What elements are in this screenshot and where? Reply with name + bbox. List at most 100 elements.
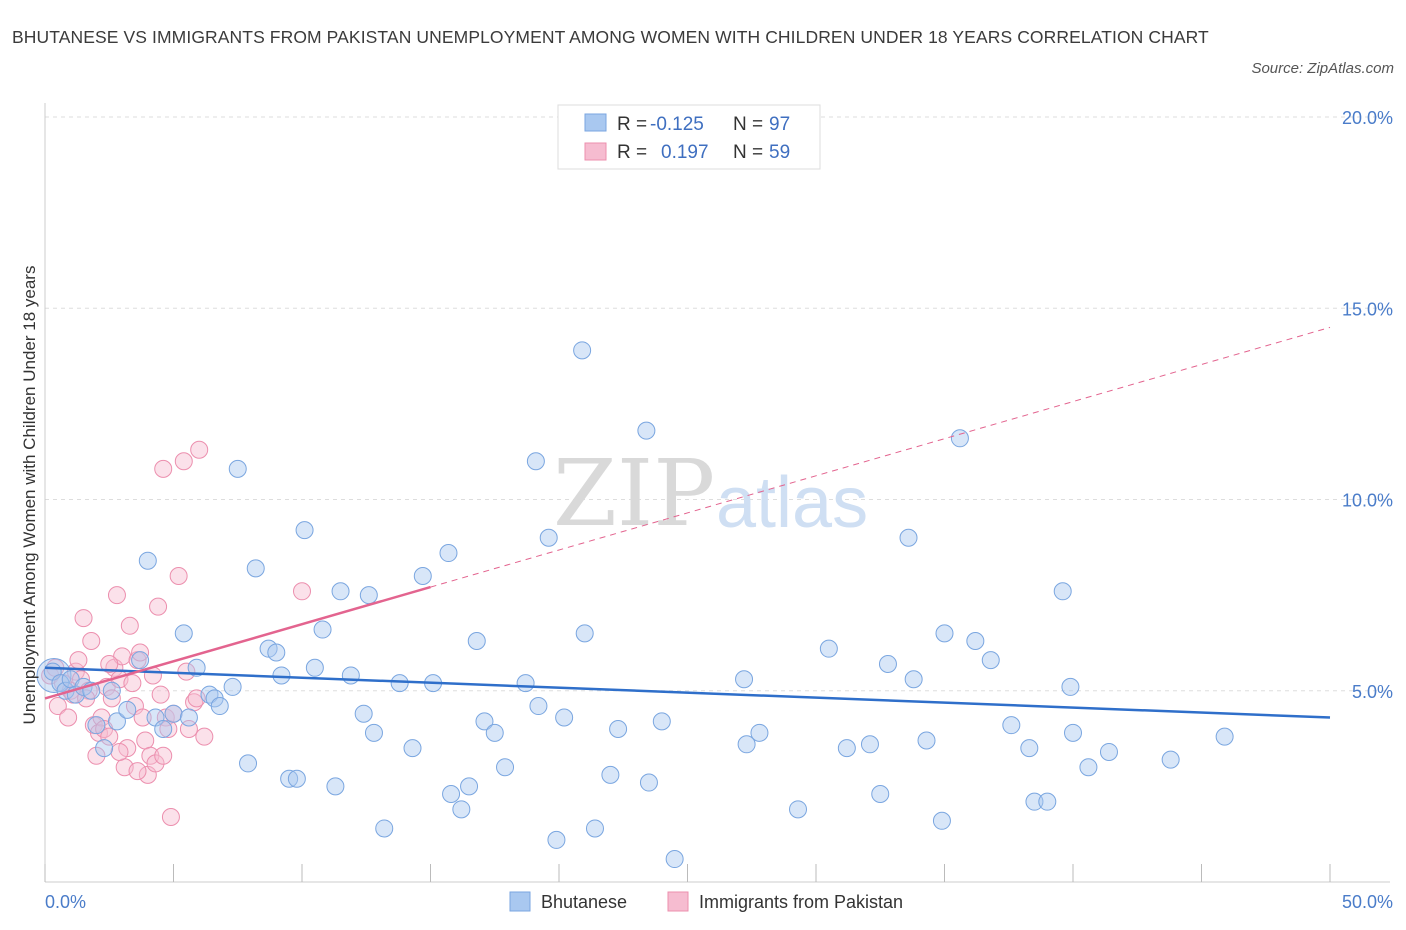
data-point-bhutanese (555, 708, 574, 727)
data-point-bhutanese (467, 632, 486, 651)
data-point-bhutanese (529, 697, 548, 716)
bottom-legend-swatch-pink (667, 891, 689, 912)
data-point-bhutanese (1020, 739, 1039, 758)
data-point-pakistan (177, 662, 196, 681)
bottom-legend-label-pink: Immigrants from Pakistan (699, 892, 903, 912)
y-tick-label: 10.0% (1342, 491, 1393, 511)
data-point-bhutanese (981, 651, 1000, 670)
data-point-pakistan (100, 727, 119, 746)
legend-r-value-blue: -0.125 (650, 114, 704, 135)
data-point-bhutanese (131, 651, 150, 670)
data-point-bhutanese (102, 681, 121, 700)
data-point-bhutanese (966, 632, 985, 651)
data-point-pakistan (154, 746, 173, 765)
data-point-bhutanese (878, 654, 897, 673)
y-tick-label: 5.0% (1352, 682, 1393, 702)
data-point-pakistan (110, 742, 129, 761)
data-point-bhutanese (637, 421, 656, 440)
data-point-bhutanese (295, 521, 314, 540)
data-point-bhutanese (496, 758, 515, 777)
stats-legend: R = -0.125 N = 97 R = 0.197 N = 59 (557, 104, 821, 170)
data-point-bhutanese (164, 704, 183, 723)
data-point-pakistan (146, 754, 165, 773)
data-point-bhutanese (575, 624, 594, 643)
data-point-bhutanese (516, 674, 535, 693)
data-point-bhutanese (601, 765, 620, 784)
data-point-bhutanese (326, 777, 345, 796)
data-point-bhutanese (403, 739, 422, 758)
data-point-bhutanese (239, 754, 258, 773)
data-point-pakistan (74, 609, 93, 628)
data-point-pakistan (59, 708, 78, 727)
data-point-bhutanese (223, 677, 242, 696)
bottom-legend: Bhutanese Immigrants from Pakistan (509, 891, 903, 912)
data-point-bhutanese (485, 723, 504, 742)
bottom-legend-label-blue: Bhutanese (541, 892, 627, 912)
data-point-bhutanese (639, 773, 658, 792)
data-point-bhutanese (107, 712, 126, 731)
data-point-bhutanese (354, 704, 373, 723)
y-tick-label: 15.0% (1342, 299, 1393, 319)
data-point-bhutanese (95, 739, 114, 758)
blue-series-points (36, 341, 1234, 869)
y-axis-label: Unemployment Among Women with Children U… (20, 266, 39, 725)
data-point-bhutanese (174, 624, 193, 643)
data-point-pakistan (293, 582, 311, 601)
data-point-bhutanese (313, 620, 332, 639)
legend-n-value-pink: 59 (769, 142, 790, 163)
data-point-pakistan (190, 440, 209, 459)
data-point-pakistan (136, 731, 155, 750)
grid-lines (45, 116, 1390, 692)
data-point-bhutanese (539, 528, 558, 547)
watermark-atlas: atlas (716, 463, 868, 543)
data-point-bhutanese (750, 723, 769, 742)
trend-lines (44, 326, 1331, 719)
data-point-bhutanese (1053, 582, 1072, 601)
data-point-bhutanese (932, 811, 951, 830)
legend-swatch-pink (584, 142, 607, 161)
data-point-bhutanese (1161, 750, 1180, 769)
data-point-pakistan (100, 654, 119, 673)
data-point-bhutanese (187, 658, 206, 677)
data-point-bhutanese (917, 731, 936, 750)
data-point-bhutanese (439, 544, 458, 563)
data-point-bhutanese (1079, 758, 1098, 777)
data-point-pakistan (87, 746, 106, 765)
data-point-pakistan (107, 586, 126, 605)
data-point-bhutanese (272, 666, 291, 685)
legend-r-value-pink: 0.197 (661, 142, 709, 163)
data-point-bhutanese (1215, 727, 1234, 746)
data-point-bhutanese (1064, 723, 1082, 742)
watermark-zip: ZIP (553, 440, 715, 547)
data-point-bhutanese (860, 735, 879, 754)
x-tick-label: 0.0% (45, 892, 86, 912)
data-point-bhutanese (442, 785, 461, 804)
data-point-bhutanese (118, 700, 137, 719)
data-point-bhutanese (899, 528, 918, 547)
data-point-bhutanese (819, 639, 838, 658)
data-point-bhutanese (138, 551, 157, 570)
data-point-pakistan (174, 452, 193, 471)
data-point-pakistan (151, 685, 170, 704)
trend-line-pakistan-extension (430, 326, 1331, 588)
legend-n-label-blue: N = (733, 114, 763, 135)
data-point-pakistan (69, 651, 88, 670)
data-point-bhutanese (1038, 792, 1057, 811)
data-point-bhutanese (935, 624, 954, 643)
data-point-pakistan (133, 708, 152, 727)
axes (44, 103, 1390, 883)
data-point-bhutanese (267, 643, 286, 662)
data-point-bhutanese (735, 670, 754, 689)
data-point-bhutanese (837, 739, 856, 758)
legend-r-label-pink: R = (617, 142, 647, 163)
data-point-bhutanese (1099, 742, 1118, 761)
data-point-bhutanese (547, 830, 566, 849)
legend-swatch-blue (584, 113, 607, 132)
data-point-pakistan (169, 567, 188, 585)
data-point-bhutanese (413, 567, 432, 585)
bottom-legend-swatch-blue (509, 891, 531, 912)
data-point-bhutanese (87, 716, 106, 735)
data-point-bhutanese (609, 720, 628, 738)
data-point-bhutanese (364, 723, 383, 742)
